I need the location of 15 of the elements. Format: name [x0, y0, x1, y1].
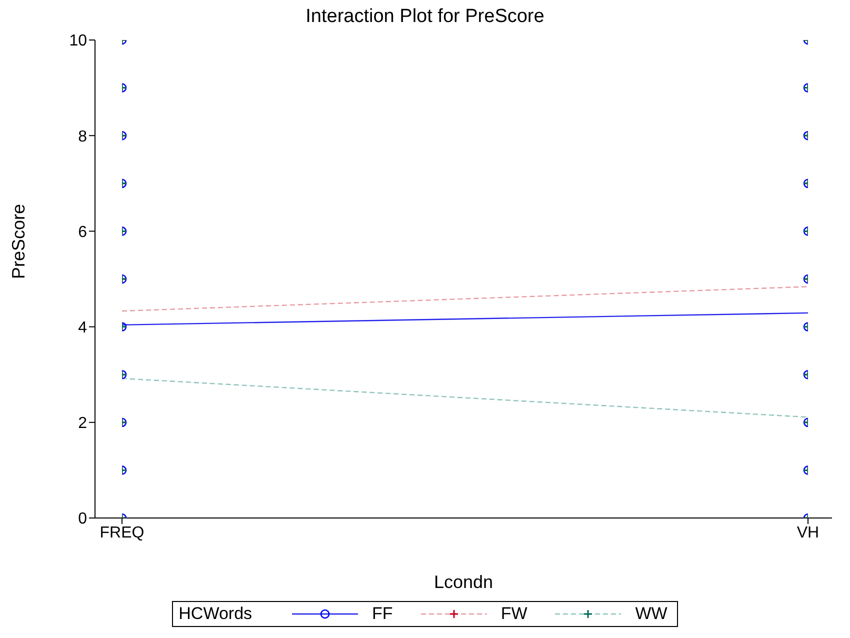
legend-title: HCWords [178, 604, 252, 624]
x-tick-label: VH [796, 524, 820, 542]
y-tick-label: 6 [78, 224, 88, 241]
y-tick-label: 10 [69, 32, 88, 50]
chart-title: Interaction Plot for PreScore [304, 6, 546, 28]
x-axis-title: Lcondn [434, 572, 494, 592]
x-tick-label: FREQ [100, 524, 144, 542]
y-tick-label: 8 [78, 128, 88, 146]
legend-label: FW [500, 604, 528, 624]
legend-label: WW [635, 604, 668, 624]
y-tick-label: 4 [78, 319, 88, 336]
legend-label: FF [372, 604, 393, 624]
y-axis-title: PreScore [8, 204, 28, 279]
y-tick-label: 2 [78, 415, 88, 432]
y-tick-label: 0 [78, 510, 88, 528]
